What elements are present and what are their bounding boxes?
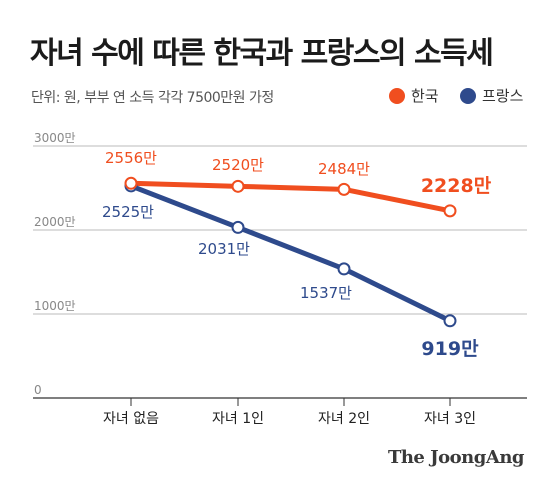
data-label-france: 2525만 <box>102 203 154 221</box>
data-point-france <box>231 220 245 234</box>
chart-subtitle: 단위: 원, 부부 연 소득 각각 7500만원 가정 <box>31 90 274 106</box>
data-point-korea <box>337 182 351 196</box>
data-point-korea <box>231 179 245 193</box>
legend-item-france: 프랑스 <box>460 85 523 106</box>
series-line-korea <box>128 180 453 214</box>
y-tick-label: 2000만 <box>34 215 76 229</box>
data-point-france <box>337 262 351 276</box>
series-line-france <box>128 183 453 324</box>
data-point-korea <box>124 176 138 190</box>
x-tick-label: 자녀 1인 <box>212 411 264 427</box>
data-label-france: 1537만 <box>300 284 352 302</box>
data-label-korea: 2556만 <box>105 149 157 167</box>
data-label-korea: 2520만 <box>212 156 264 174</box>
legend-korea-label: 한국 <box>411 87 439 105</box>
page-title: 자녀 수에 따른 한국과 프랑스의 소득세 <box>30 36 494 71</box>
y-tick-label: 3000만 <box>34 131 76 145</box>
y-tick-label: 0 <box>34 383 42 397</box>
y-tick-label: 1000만 <box>34 299 76 313</box>
legend-korea-swatch <box>389 87 405 104</box>
legend-france-label: 프랑스 <box>482 87 524 105</box>
x-tick-label: 자녀 없음 <box>103 411 159 427</box>
legend-item-korea: 한국 <box>389 85 439 106</box>
data-point-france <box>443 314 457 328</box>
data-label-france: 2031만 <box>198 240 250 258</box>
x-tick-label: 자녀 2인 <box>318 411 370 427</box>
data-label-korea: 2228만 <box>421 175 492 197</box>
data-label-france: 919만 <box>421 338 479 360</box>
data-point-korea <box>443 204 457 218</box>
x-tick-label: 자녀 3인 <box>424 411 476 427</box>
legend-france-swatch <box>460 87 476 104</box>
data-label-korea: 2484만 <box>318 160 370 178</box>
publisher-credit: The JoongAng <box>387 447 525 468</box>
